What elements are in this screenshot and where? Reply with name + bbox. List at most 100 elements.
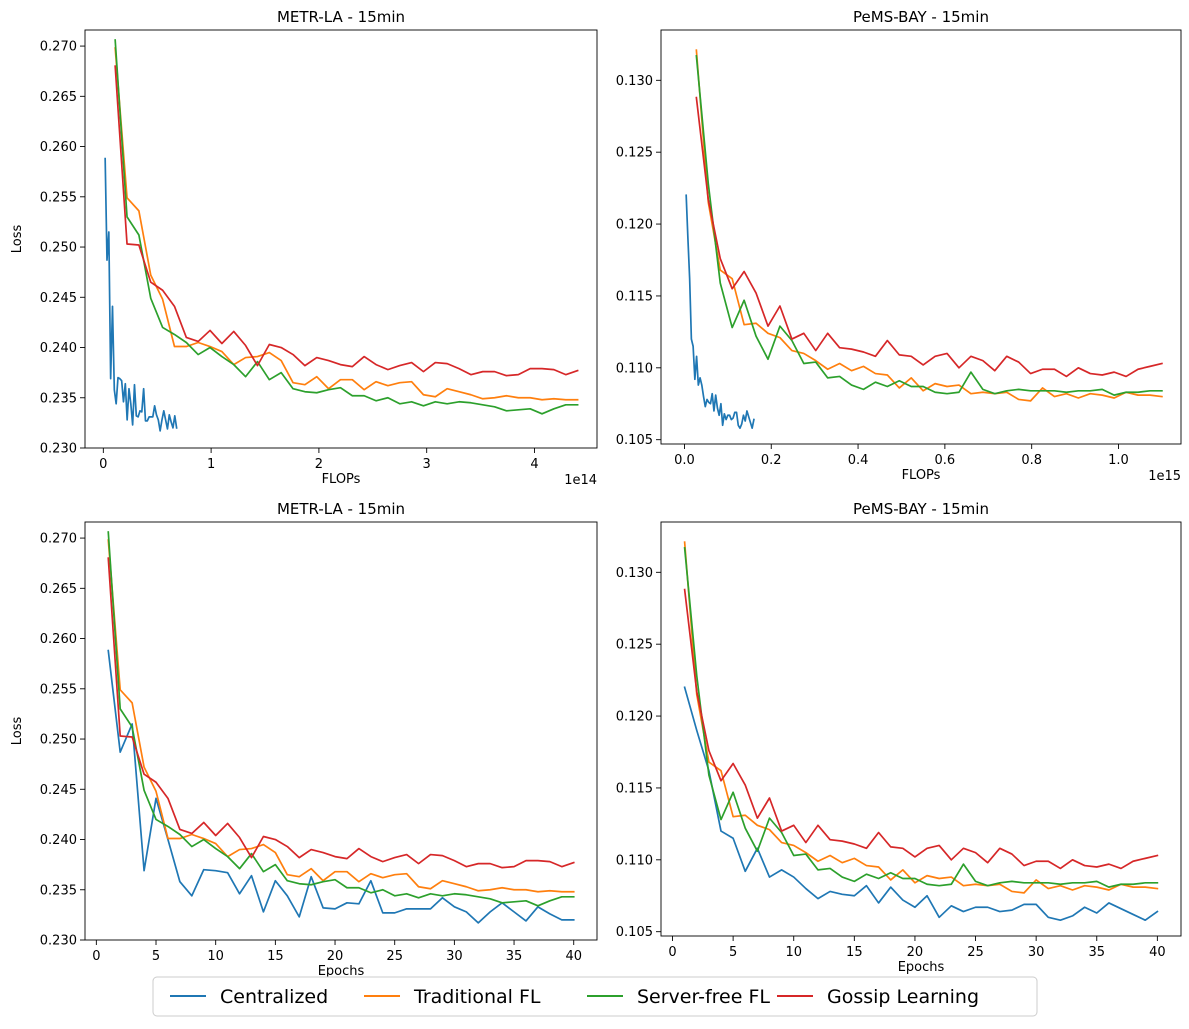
y-tick-label: 0.250 [40,241,77,256]
x-tick-label: 1.0 [1108,453,1129,468]
legend-entry-centralized: Centralized [170,986,328,1008]
x-axis-label: Epochs [898,960,945,975]
y-tick-label: 0.270 [40,532,77,547]
x-tick-label: 0.0 [674,453,695,468]
x-tick-label: 35 [1088,945,1105,960]
y-tick-label: 0.105 [616,925,653,940]
y-tick-label: 0.250 [40,733,77,748]
x-tick-label: 30 [1028,945,1045,960]
x-tick-label: 15 [846,945,863,960]
series-line-centralized [107,649,575,924]
y-tick-label: 0.265 [40,582,77,597]
x-tick-label: 0.2 [761,453,782,468]
legend-label: Centralized [220,986,328,1008]
legend-label: Traditional FL [413,986,541,1008]
series-line-gossip-learning [107,557,575,869]
x-tick-label: 4 [530,457,538,472]
x-offset-label: 1e15 [1148,469,1181,484]
y-tick-label: 0.230 [40,442,77,457]
y-tick-label: 0.120 [616,218,653,233]
y-tick-label: 0.245 [40,783,77,798]
series-line-centralized [683,686,1159,922]
x-tick-label: 20 [327,949,344,964]
legend-label: Gossip Learning [827,986,979,1008]
x-axis-label: FLOPs [322,472,361,487]
series-line-server-free-fl [683,546,1159,888]
y-tick-label: 0.125 [616,146,653,161]
x-axis-label: Epochs [318,964,365,979]
x-tick-label: 35 [506,949,523,964]
y-tick-label: 0.235 [40,883,77,898]
y-tick-label: 0.270 [40,40,77,55]
y-tick-label: 0.130 [616,566,653,581]
y-tick-label: 0.125 [616,638,653,653]
x-tick-label: 0.4 [848,453,869,468]
subplots: 0 1 2 3 40.2300.2350.2400.2450.2500.2550.260… [10,8,1182,979]
x-tick-label: 5 [152,949,160,964]
subplot-title: PeMS-BAY - 15min [853,8,989,26]
legend: Centralized Traditional FL Server-free FL G… [152,976,1038,1017]
subplot-2: 0.0 0.2 0.4 0.6 0.8 1.0 0.105 0.110 0.115 0.120 0.… [616,8,1182,484]
legend-entry-traditional-fl: Traditional FL [364,986,541,1008]
x-axis-label: FLOPs [902,468,941,483]
x-tick-label: 1 [207,457,215,472]
series-line-centralized [685,194,755,430]
legend-entry-server-free-fl: Server-free FL [587,986,770,1008]
x-tick-label: 40 [1149,945,1166,960]
plot-frame [660,521,1182,937]
x-tick-label: 5 [729,945,737,960]
series-line-server-free-fl [114,39,579,415]
y-tick-label: 0.255 [40,682,77,697]
y-tick-label: 0.240 [40,341,77,356]
subplot-3: 0 5 10 15 20 25 30 35 40 0.230 0.235 0.240 0.245 0.25… [10,500,598,979]
y-tick-label: 0.235 [40,391,77,406]
y-tick-label: 0.130 [616,74,653,89]
series-group [685,49,1163,430]
x-tick-label: 25 [386,949,403,964]
series-line-gossip-learning [695,96,1163,378]
y-tick-label: 0.255 [40,190,77,205]
x-tick-label: 25 [967,945,984,960]
y-tick-label: 0.105 [616,433,653,448]
x-tick-label: 15 [267,949,284,964]
series-line-server-free-fl [107,531,575,907]
plot-frame [84,521,598,941]
series-line-traditional-fl [695,49,1163,402]
series-line-traditional-fl [683,541,1159,894]
series-line-gossip-learning [114,65,579,377]
subplot-title: METR-LA - 15min [277,500,405,518]
y-tick-label: 0.110 [616,853,653,868]
y-axis-label: Loss [10,717,25,746]
x-tick-label: 2 [315,457,323,472]
y-tick-label: 0.110 [616,361,653,376]
subplot-4: 0 5 10 15 20 25 30 35 40 0.105 0.110 0.115 0.120 0.12… [616,500,1182,975]
series-group [104,39,579,432]
series-line-centralized [104,157,178,432]
legend-label: Server-free FL [637,986,770,1008]
x-tick-label: 0.8 [1021,453,1042,468]
series-line-gossip-learning [683,588,1159,870]
y-tick-label: 0.260 [40,140,77,155]
y-tick-label: 0.115 [616,289,653,304]
y-tick-label: 0.245 [40,291,77,306]
plot-frame [660,29,1182,445]
x-tick-label: 10 [207,949,224,964]
series-line-traditional-fl [114,47,579,401]
x-tick-label: 20 [907,945,924,960]
y-tick-label: 0.240 [40,833,77,848]
series-line-server-free-fl [695,54,1163,396]
subplot-title: PeMS-BAY - 15min [853,500,989,518]
legend-entry-gossip-learning: Gossip Learning [777,986,979,1008]
y-tick-label: 0.260 [40,632,77,647]
x-tick-label: 0 [92,949,100,964]
x-tick-label: 10 [785,945,802,960]
x-tick-label: 0 [99,457,107,472]
x-tick-label: 0 [668,945,676,960]
series-group [683,541,1159,922]
x-tick-label: 3 [423,457,431,472]
series-group [107,531,575,924]
x-tick-label: 30 [446,949,463,964]
subplot-title: METR-LA - 15min [277,8,405,26]
